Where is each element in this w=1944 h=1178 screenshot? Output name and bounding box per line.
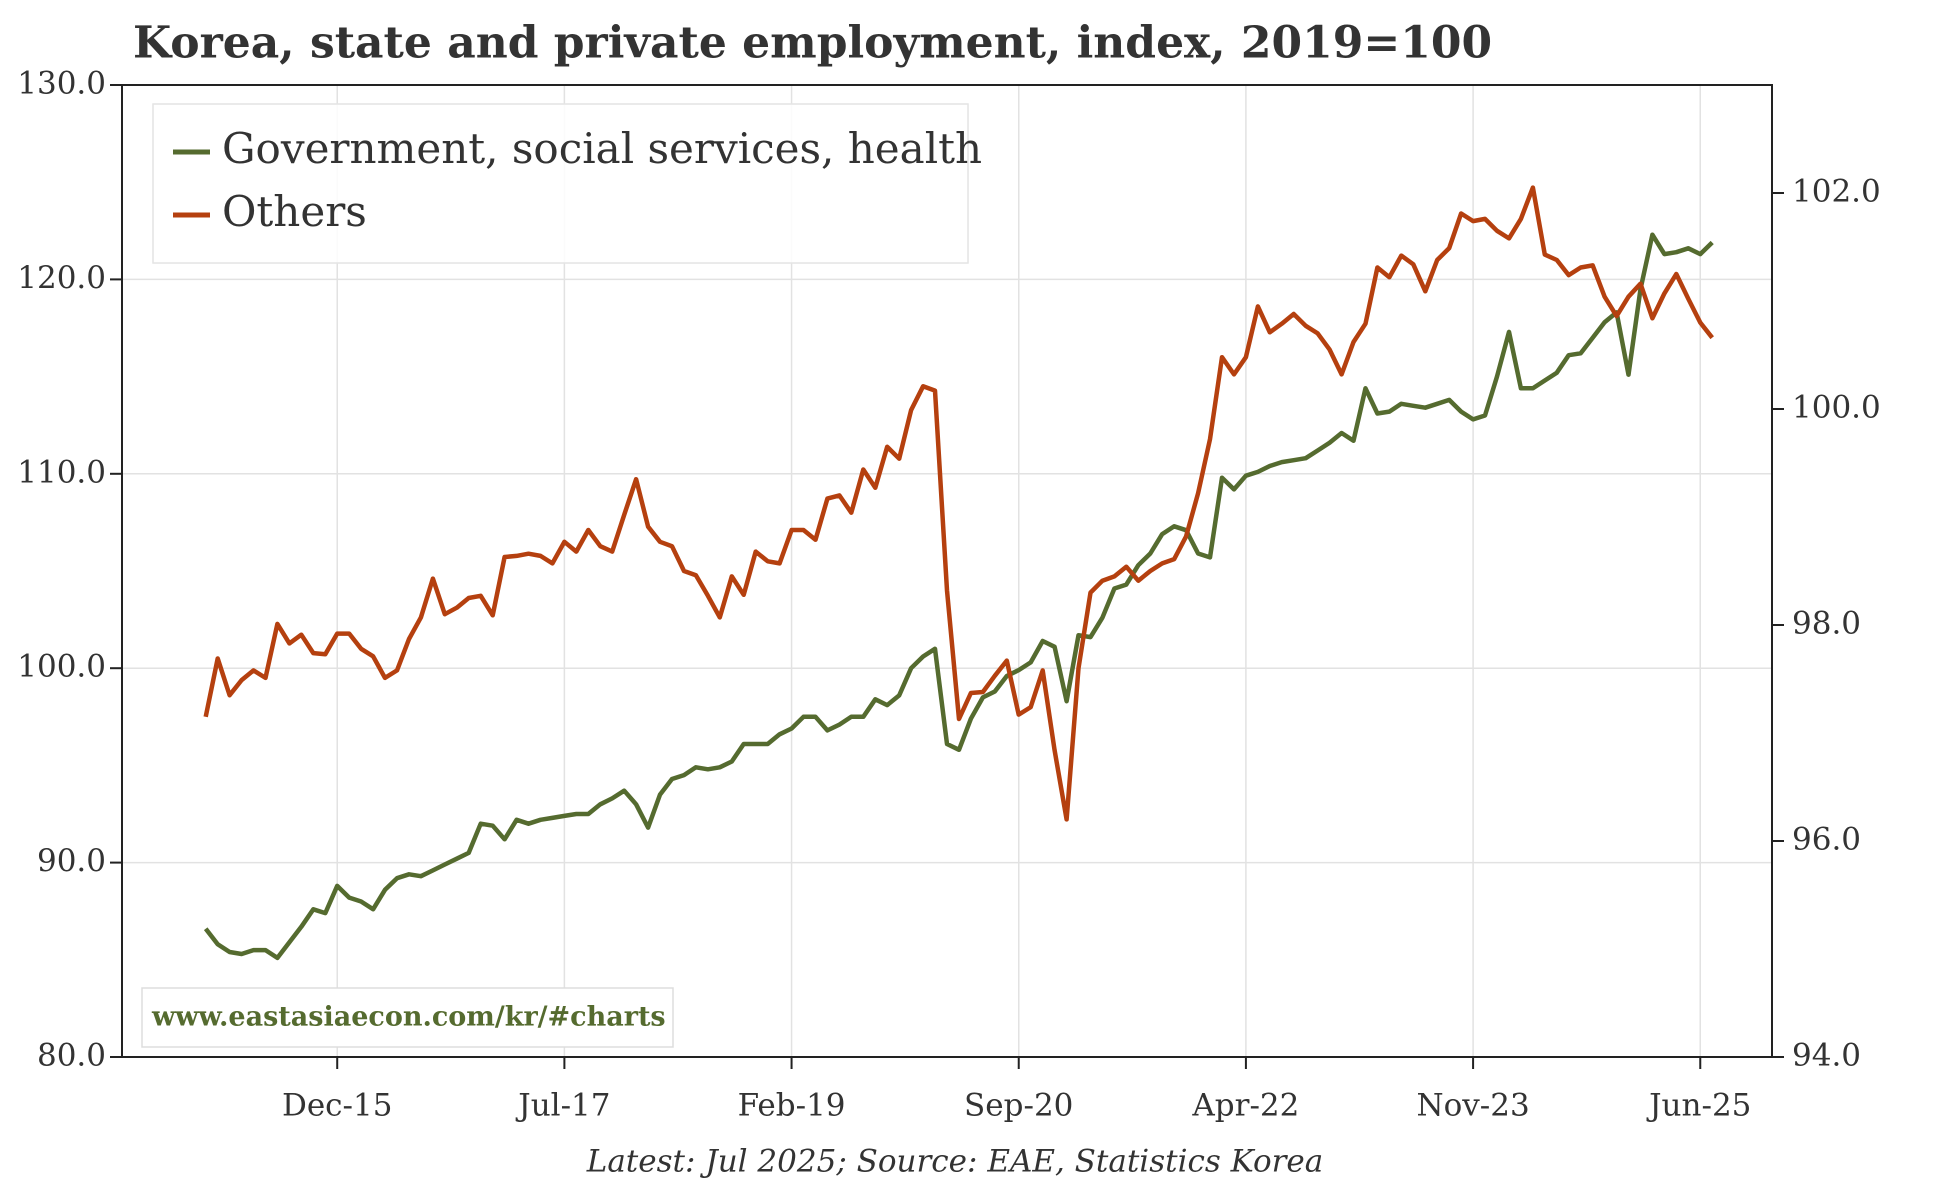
- x-tick-label: Apr-22: [1191, 1088, 1299, 1124]
- series-line: [203, 232, 1714, 961]
- legend: [152, 103, 969, 264]
- y-tick-label: 130.0: [17, 66, 106, 102]
- y-tick-label: 100.0: [17, 649, 106, 685]
- x-tick-label: Dec-15: [282, 1088, 392, 1124]
- y2-tick-label: 100.0: [1792, 390, 1881, 426]
- y2-tick-label: 94.0: [1792, 1038, 1861, 1074]
- y-tick-label: 80.0: [37, 1038, 106, 1074]
- watermark-box: [141, 987, 674, 1048]
- x-tick-label: Nov-23: [1416, 1088, 1529, 1124]
- y2-tick-label: 96.0: [1792, 822, 1861, 858]
- x-tick-label: Jul-17: [515, 1088, 610, 1124]
- y2-tick-label: 98.0: [1792, 606, 1861, 642]
- x-tick-label: Jun-25: [1646, 1088, 1751, 1124]
- legend-label: Others: [222, 187, 367, 236]
- x-tick-label: Sep-20: [964, 1088, 1073, 1124]
- plot-frame: [121, 84, 1773, 1058]
- y2-tick-label: 102.0: [1792, 174, 1881, 210]
- x-tick-label: Feb-19: [738, 1088, 846, 1124]
- y-tick-label: 110.0: [17, 454, 106, 490]
- y-tick-label: 90.0: [37, 843, 106, 879]
- legend-label: Government, social services, health: [222, 124, 982, 173]
- lines: [203, 185, 1714, 961]
- chart-title: Korea, state and private employment, ind…: [133, 18, 1492, 69]
- y-tick-label: 120.0: [17, 260, 106, 296]
- caption: Latest: Jul 2025; Source: EAE, Statistic…: [586, 1144, 1324, 1178]
- series-line: [203, 185, 1714, 822]
- watermark: www.eastasiaecon.com/kr/#charts: [151, 1002, 666, 1033]
